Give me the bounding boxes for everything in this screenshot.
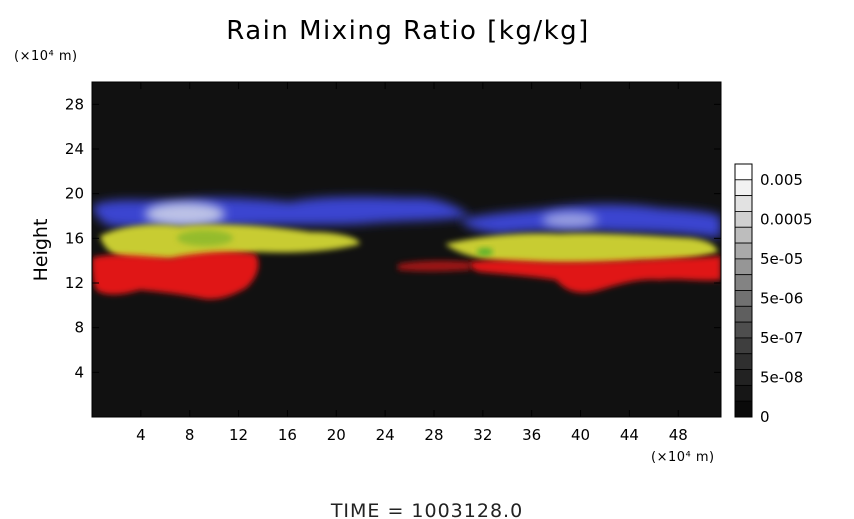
colorbar-swatch bbox=[734, 258, 753, 276]
x-tick-label: 24 bbox=[376, 426, 395, 444]
colorbar-label: 0 bbox=[760, 408, 770, 426]
yellow-band-right bbox=[445, 233, 718, 266]
x-tick-label: 12 bbox=[229, 426, 248, 444]
white-highlight-right bbox=[542, 212, 598, 228]
colorbar-label: 5e-06 bbox=[760, 290, 803, 308]
colorbar-label: 5e-08 bbox=[760, 369, 803, 387]
colorbar-swatch bbox=[734, 400, 753, 418]
colorbar-swatch bbox=[734, 226, 753, 244]
y-tick-label: 8 bbox=[74, 319, 84, 337]
colorbar-swatch bbox=[734, 163, 753, 181]
colorbar-swatch bbox=[734, 211, 753, 228]
colorbar-swatch bbox=[734, 195, 753, 212]
y-tick-label: 28 bbox=[65, 95, 84, 113]
colorbar-swatch bbox=[734, 384, 753, 402]
colorbar-swatch bbox=[734, 242, 753, 260]
green-core-right bbox=[477, 248, 493, 256]
y-axis-label: Height bbox=[30, 219, 52, 282]
y-tick-label: 24 bbox=[65, 140, 84, 158]
colorbar-swatch bbox=[734, 274, 753, 291]
x-axis-ticks: 4 8 12 16 20 24 28 32 36 40 44 48 bbox=[136, 82, 688, 444]
colorbar-swatch bbox=[734, 305, 753, 323]
x-tick-label: 28 bbox=[424, 426, 443, 444]
colorbar-labels: 0.005 0.0005 5e-05 5e-06 5e-07 5e-08 0 bbox=[760, 171, 813, 426]
x-tick-label: 36 bbox=[522, 426, 541, 444]
white-highlight-left bbox=[145, 202, 225, 226]
colorbar-swatch bbox=[734, 290, 753, 307]
chart-title: Rain Mixing Ratio [kg/kg] bbox=[226, 16, 590, 46]
x-tick-label: 8 bbox=[185, 426, 195, 444]
colorbar-swatch bbox=[734, 179, 753, 197]
colorbar-swatch bbox=[734, 337, 753, 355]
plot-frame bbox=[91, 81, 722, 418]
x-tick-label: 32 bbox=[473, 426, 492, 444]
yellow-band-left bbox=[100, 224, 360, 262]
x-tick-label: 44 bbox=[620, 426, 639, 444]
x-axis-unit: (×10⁴ m) bbox=[651, 450, 715, 465]
colorbar-label: 0.0005 bbox=[760, 211, 813, 229]
colorbar-label: 0.005 bbox=[760, 171, 803, 189]
x-tick-label: 48 bbox=[669, 426, 688, 444]
colorbar-swatch bbox=[734, 369, 753, 386]
y-axis-ticks: 4 8 12 16 20 24 28 bbox=[65, 95, 721, 381]
colorbar bbox=[734, 163, 753, 418]
y-tick-label: 12 bbox=[65, 274, 84, 292]
red-band-left bbox=[92, 251, 259, 300]
x-tick-label: 4 bbox=[136, 426, 146, 444]
red-band-right bbox=[469, 256, 721, 293]
colorbar-label: 5e-07 bbox=[760, 329, 803, 347]
x-tick-label: 20 bbox=[327, 426, 346, 444]
colorbar-swatch bbox=[734, 321, 753, 339]
x-tick-label: 40 bbox=[571, 426, 590, 444]
colorbar-label: 5e-05 bbox=[760, 250, 803, 268]
y-tick-label: 16 bbox=[65, 229, 84, 247]
x-tick-label: 16 bbox=[278, 426, 297, 444]
green-core-left bbox=[177, 230, 233, 246]
y-tick-label: 20 bbox=[65, 185, 84, 203]
red-streak bbox=[398, 260, 470, 272]
rain-field bbox=[92, 196, 721, 300]
time-footer: TIME = 1003128.0 bbox=[330, 500, 523, 519]
y-axis-unit: (×10⁴ m) bbox=[14, 49, 78, 64]
y-tick-label: 4 bbox=[74, 363, 84, 381]
colorbar-frame bbox=[734, 163, 753, 418]
colorbar-swatch bbox=[734, 353, 753, 370]
